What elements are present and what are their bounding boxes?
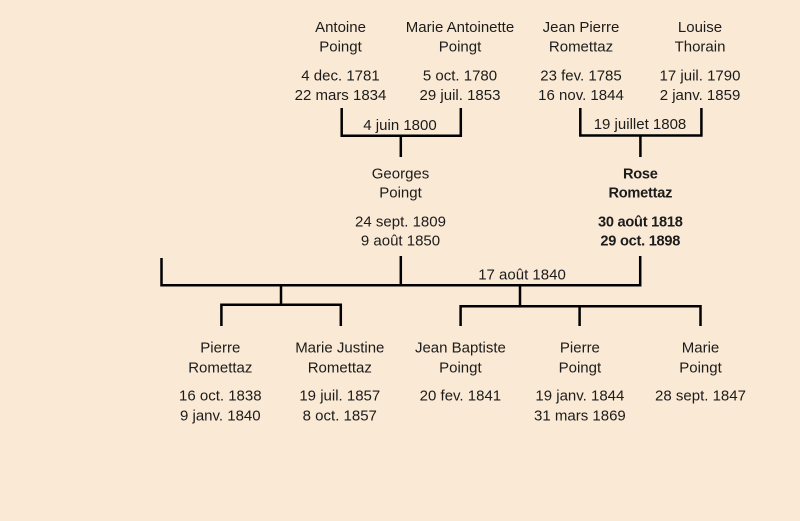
svg-text:4 juin 1800: 4 juin 1800 <box>363 117 436 134</box>
svg-text:Poingt: Poingt <box>379 184 422 201</box>
svg-text:Romettaz: Romettaz <box>549 38 613 55</box>
svg-text:Louise: Louise <box>678 19 722 36</box>
svg-text:29 juil. 1853: 29 juil. 1853 <box>420 87 501 104</box>
svg-text:19 janv. 1844: 19 janv. 1844 <box>535 387 624 404</box>
svg-text:30 août 1818: 30 août 1818 <box>598 214 683 230</box>
svg-text:Romettaz: Romettaz <box>308 360 372 377</box>
svg-text:19 juil. 1857: 19 juil. 1857 <box>299 387 380 404</box>
svg-text:9 août 1850: 9 août 1850 <box>361 233 440 250</box>
svg-text:Marie Justine: Marie Justine <box>295 340 384 357</box>
svg-text:8 oct. 1857: 8 oct. 1857 <box>303 408 377 425</box>
svg-text:31 mars 1869: 31 mars 1869 <box>534 408 626 425</box>
svg-text:28 sept. 1847: 28 sept. 1847 <box>655 387 746 404</box>
svg-text:5 oct. 1780: 5 oct. 1780 <box>423 67 497 84</box>
svg-text:Poingt: Poingt <box>319 38 362 55</box>
svg-text:Romettaz: Romettaz <box>188 360 252 377</box>
svg-text:Pierre: Pierre <box>200 340 240 357</box>
svg-text:24 sept. 1809: 24 sept. 1809 <box>355 213 446 230</box>
svg-text:29 oct. 1898: 29 oct. 1898 <box>600 234 680 250</box>
svg-text:Jean Pierre: Jean Pierre <box>543 19 620 36</box>
svg-text:17 août 1840: 17 août 1840 <box>478 267 566 284</box>
svg-text:17 juil. 1790: 17 juil. 1790 <box>660 67 741 84</box>
svg-text:Poingt: Poingt <box>679 360 722 377</box>
svg-text:Antoine: Antoine <box>315 19 366 36</box>
svg-text:Marie: Marie <box>682 340 720 357</box>
svg-text:Jean Baptiste: Jean Baptiste <box>415 340 506 357</box>
svg-text:20 fev. 1841: 20 fev. 1841 <box>420 387 501 404</box>
svg-text:Rose: Rose <box>623 167 658 183</box>
svg-text:Poingt: Poingt <box>559 360 602 377</box>
svg-text:Thorain: Thorain <box>675 38 726 55</box>
svg-text:16 oct. 1838: 16 oct. 1838 <box>179 387 262 404</box>
svg-text:9 janv. 1840: 9 janv. 1840 <box>180 408 261 425</box>
svg-text:Romettaz: Romettaz <box>608 185 672 201</box>
svg-text:2 janv. 1859: 2 janv. 1859 <box>660 87 741 104</box>
svg-text:23 fev. 1785: 23 fev. 1785 <box>540 67 621 84</box>
svg-text:Poingt: Poingt <box>439 38 482 55</box>
svg-text:22 mars 1834: 22 mars 1834 <box>295 87 387 104</box>
svg-text:Marie Antoinette: Marie Antoinette <box>406 19 514 36</box>
svg-text:16 nov. 1844: 16 nov. 1844 <box>538 87 624 104</box>
svg-text:Pierre: Pierre <box>560 340 600 357</box>
svg-text:Poingt: Poingt <box>439 360 482 377</box>
svg-text:Georges: Georges <box>372 166 430 183</box>
svg-text:4 dec. 1781: 4 dec. 1781 <box>301 67 379 84</box>
svg-text:19 juillet 1808: 19 juillet 1808 <box>594 116 687 133</box>
